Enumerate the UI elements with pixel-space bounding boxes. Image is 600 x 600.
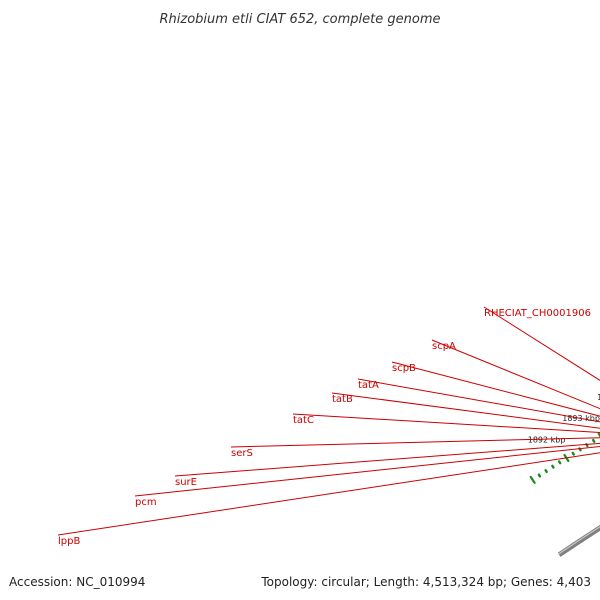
- major-tick: [597, 432, 600, 438]
- accession-text: Accession: NC_010994: [9, 575, 145, 589]
- minor-tick: [592, 438, 596, 443]
- minor-tick: [557, 460, 562, 465]
- minor-tick: [537, 473, 542, 478]
- gene-label: tatA: [358, 380, 379, 391]
- gene-label-leader: [174, 442, 600, 477]
- gene-label-leader: [57, 452, 600, 536]
- gene-label-leader: [331, 392, 600, 429]
- minor-tick: [544, 469, 548, 474]
- gene-label: tatB: [332, 394, 353, 405]
- gene-label-leader: [292, 413, 600, 433]
- tick-label: 1894 kbp: [597, 393, 600, 402]
- minor-tick: [571, 451, 575, 456]
- gene-label: scpB: [392, 363, 416, 374]
- gene-labels: RHECIAT_CH0001906 scpA scpB tatA tatB tatC ser…: [57, 306, 600, 547]
- map-title: Rhizobium etli CIAT 652, complete genome: [160, 12, 441, 27]
- kbp-scale: 1892 kbp1893 kbp1894 kbp1895 kbp1896 kbp…: [528, 393, 600, 484]
- gene-label-leader: [483, 306, 600, 381]
- gene-label: tatC: [293, 415, 314, 426]
- gene-label-leader: [391, 361, 600, 417]
- gene-label-leader: [134, 446, 600, 497]
- tick-label: 1892 kbp: [528, 435, 566, 444]
- topology-text: Topology: circular; Length: 4,513,324 bp…: [260, 575, 591, 589]
- gene-label-leader: [230, 437, 600, 448]
- gene-label-leader: [431, 339, 600, 410]
- major-tick: [529, 475, 536, 484]
- gene-label: RHECIAT_CH0001906: [484, 308, 591, 319]
- gene-label: serS: [231, 448, 253, 459]
- minor-tick: [551, 464, 555, 469]
- gene-label: lppB: [58, 536, 80, 547]
- gene-label: scpA: [432, 341, 456, 352]
- gene-label: pcm: [135, 497, 157, 508]
- gene-label: surE: [175, 477, 197, 488]
